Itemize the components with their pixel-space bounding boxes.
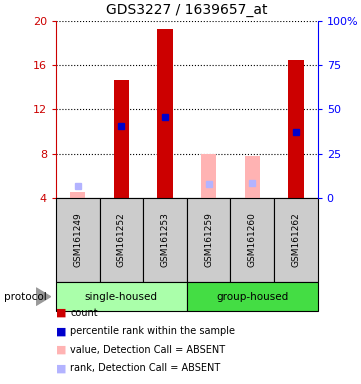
- Text: rank, Detection Call = ABSENT: rank, Detection Call = ABSENT: [70, 363, 221, 373]
- Bar: [201, 154, 216, 198]
- Text: count: count: [70, 308, 98, 318]
- Bar: [157, 29, 173, 198]
- Bar: [70, 192, 86, 198]
- Bar: [114, 79, 129, 198]
- Bar: [56, 282, 187, 311]
- Text: value, Detection Call = ABSENT: value, Detection Call = ABSENT: [70, 345, 226, 355]
- Bar: [274, 198, 318, 282]
- Text: GSM161253: GSM161253: [161, 213, 170, 267]
- Bar: [100, 198, 143, 282]
- Bar: [230, 198, 274, 282]
- Text: GSM161262: GSM161262: [291, 213, 300, 267]
- Bar: [245, 156, 260, 198]
- Text: ■: ■: [56, 345, 66, 355]
- Polygon shape: [36, 288, 51, 305]
- Bar: [288, 60, 304, 198]
- Text: GSM161249: GSM161249: [73, 213, 82, 267]
- Text: GSM161252: GSM161252: [117, 213, 126, 267]
- Text: ■: ■: [56, 308, 66, 318]
- Text: percentile rank within the sample: percentile rank within the sample: [70, 326, 235, 336]
- Text: GSM161259: GSM161259: [204, 213, 213, 267]
- Bar: [187, 198, 230, 282]
- Bar: [187, 282, 318, 311]
- Text: group-housed: group-housed: [216, 291, 288, 302]
- Text: ■: ■: [56, 363, 66, 373]
- Title: GDS3227 / 1639657_at: GDS3227 / 1639657_at: [106, 3, 268, 17]
- Bar: [56, 198, 100, 282]
- Text: ■: ■: [56, 326, 66, 336]
- Bar: [143, 198, 187, 282]
- Text: single-housed: single-housed: [85, 291, 158, 302]
- Text: GSM161260: GSM161260: [248, 213, 257, 267]
- Text: protocol: protocol: [4, 291, 46, 302]
